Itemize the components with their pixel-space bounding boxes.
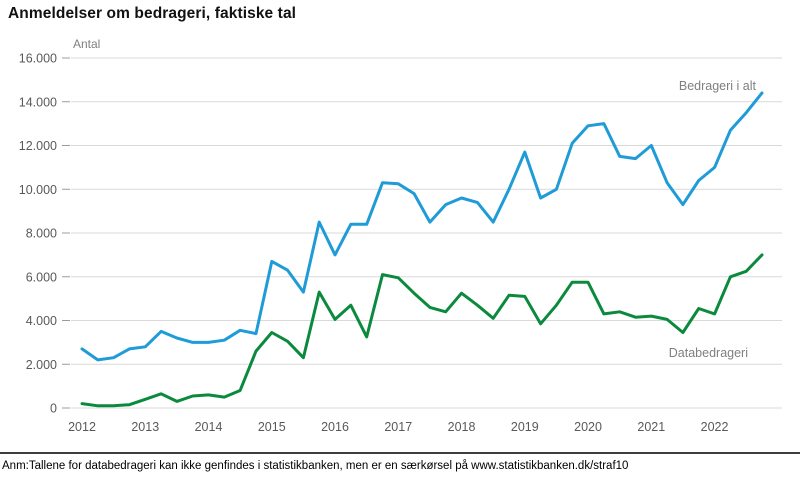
y-tick-label: 8.000	[26, 227, 57, 241]
x-tick-label: 2015	[258, 420, 286, 434]
fraud-line-chart: 0 2.000 4.000 6.000 8.000 10.000 12.000 14.000 1…	[19, 52, 782, 434]
y-tick-label: 4.000	[26, 314, 57, 328]
footnote-divider	[0, 452, 800, 454]
y-tick-label: 10.000	[19, 183, 57, 197]
series-line-databedrageri	[80, 253, 764, 408]
x-tick-label: 2020	[574, 420, 602, 434]
y-axis-title: Antal	[73, 37, 101, 51]
x-tick-label: 2021	[637, 420, 665, 434]
x-tick-label: 2012	[68, 420, 96, 434]
series-label-bedrageri-i-alt: Bedrageri i alt	[678, 79, 756, 93]
y-tick-label: 2.000	[26, 358, 57, 372]
y-tick-label: 14.000	[19, 95, 57, 109]
x-tick-label: 2018	[448, 420, 476, 434]
footnote-text: Anm:Tallene for databedrageri kan ikke g…	[2, 460, 629, 472]
x-tick-label: 2014	[195, 420, 223, 434]
series-line-bedrageri-i-alt	[80, 91, 764, 362]
page-title: Anmeldelser om bedrageri, faktiske tal	[8, 5, 297, 22]
y-tick-label: 0	[50, 402, 57, 416]
x-tick-label: 2016	[321, 420, 349, 434]
y-tick-label: 12.000	[19, 139, 57, 153]
x-tick-label: 2017	[384, 420, 412, 434]
x-tick-label: 2019	[511, 420, 539, 434]
y-tick-label: 16.000	[19, 52, 57, 66]
series-label-databedrageri: Databedrageri	[668, 346, 748, 360]
y-tick-label: 6.000	[26, 270, 57, 284]
x-tick-label: 2013	[131, 420, 159, 434]
x-tick-label: 2022	[701, 420, 729, 434]
